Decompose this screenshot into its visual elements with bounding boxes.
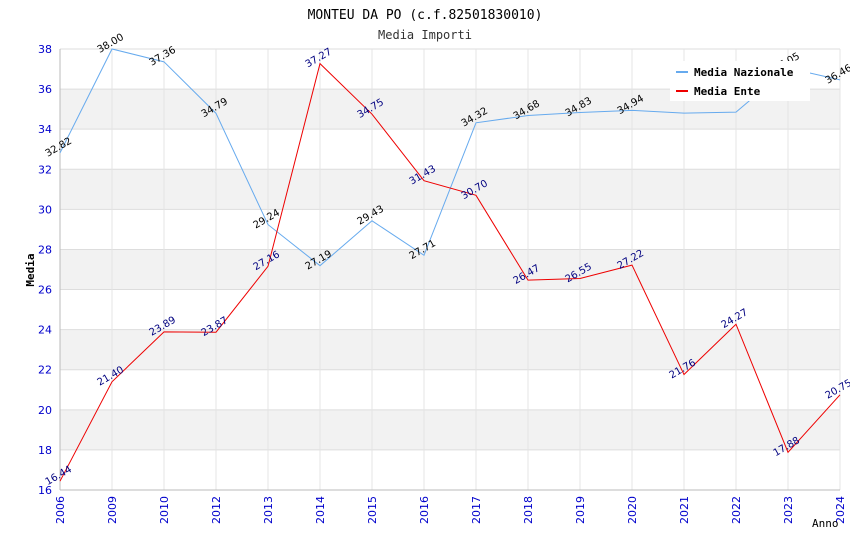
y-tick-label: 20 [38, 404, 52, 417]
x-tick-label: 2013 [262, 496, 275, 524]
grid-band [60, 329, 840, 370]
x-tick-label: 2016 [418, 496, 431, 524]
x-tick-label: 2014 [314, 496, 327, 524]
legend-entry: Media Nazionale [694, 66, 794, 79]
grid-band [60, 409, 840, 450]
x-tick-label: 2006 [54, 496, 67, 524]
data-label-ente: 16.44 [44, 464, 74, 488]
x-tick-label: 2012 [210, 496, 223, 524]
data-label-nazionale: 29.24 [252, 208, 282, 232]
series-lines [59, 48, 841, 482]
background-bands [60, 89, 840, 450]
data-label-nazionale: 32.82 [44, 136, 74, 160]
y-tick-label: 26 [38, 284, 52, 297]
y-tick-label: 34 [38, 123, 52, 136]
x-tick-label: 2015 [366, 496, 379, 524]
y-tick-label: 30 [38, 203, 52, 216]
x-tick-label: 2022 [730, 496, 743, 524]
y-tick-label: 16 [38, 484, 52, 497]
y-tick-label: 36 [38, 83, 52, 96]
x-tick-label: 2020 [626, 496, 639, 524]
y-tick-label: 32 [38, 163, 52, 176]
y-tick-label: 38 [38, 43, 52, 56]
x-tick-label: 2021 [678, 496, 691, 524]
y-axis-label: Media [24, 253, 37, 286]
x-tick-label: 2019 [574, 496, 587, 524]
data-label-nazionale: 36.46 [824, 63, 850, 87]
legend: Media Nazionale Media Ente [670, 61, 810, 101]
y-tick-label: 18 [38, 444, 52, 457]
chart-title: MONTEU DA PO (c.f.82501830010) [308, 8, 543, 23]
x-tick-label: 2023 [782, 496, 795, 524]
legend-box [670, 61, 810, 101]
y-tick-label: 24 [38, 324, 52, 337]
y-tick-label: 28 [38, 243, 52, 256]
x-tick-label: 2018 [522, 496, 535, 524]
x-tick-label: 2024 [834, 496, 847, 524]
x-tick-label: 2009 [106, 496, 119, 524]
chart-subtitle: Media Importi [378, 28, 472, 42]
x-axis-label: Anno [812, 517, 839, 530]
grid-lines [59, 48, 841, 491]
legend-entry: Media Ente [694, 85, 761, 98]
series-line-media-nazionale [59, 48, 841, 267]
x-tick-label: 2017 [470, 496, 483, 524]
x-tick-label: 2010 [158, 496, 171, 524]
series-line-media-ente [59, 62, 841, 482]
data-label-ente: 24.27 [720, 307, 750, 331]
grid-band [60, 249, 840, 290]
y-tick-label: 22 [38, 364, 52, 377]
data-label-nazionale: 37.36 [148, 45, 178, 69]
